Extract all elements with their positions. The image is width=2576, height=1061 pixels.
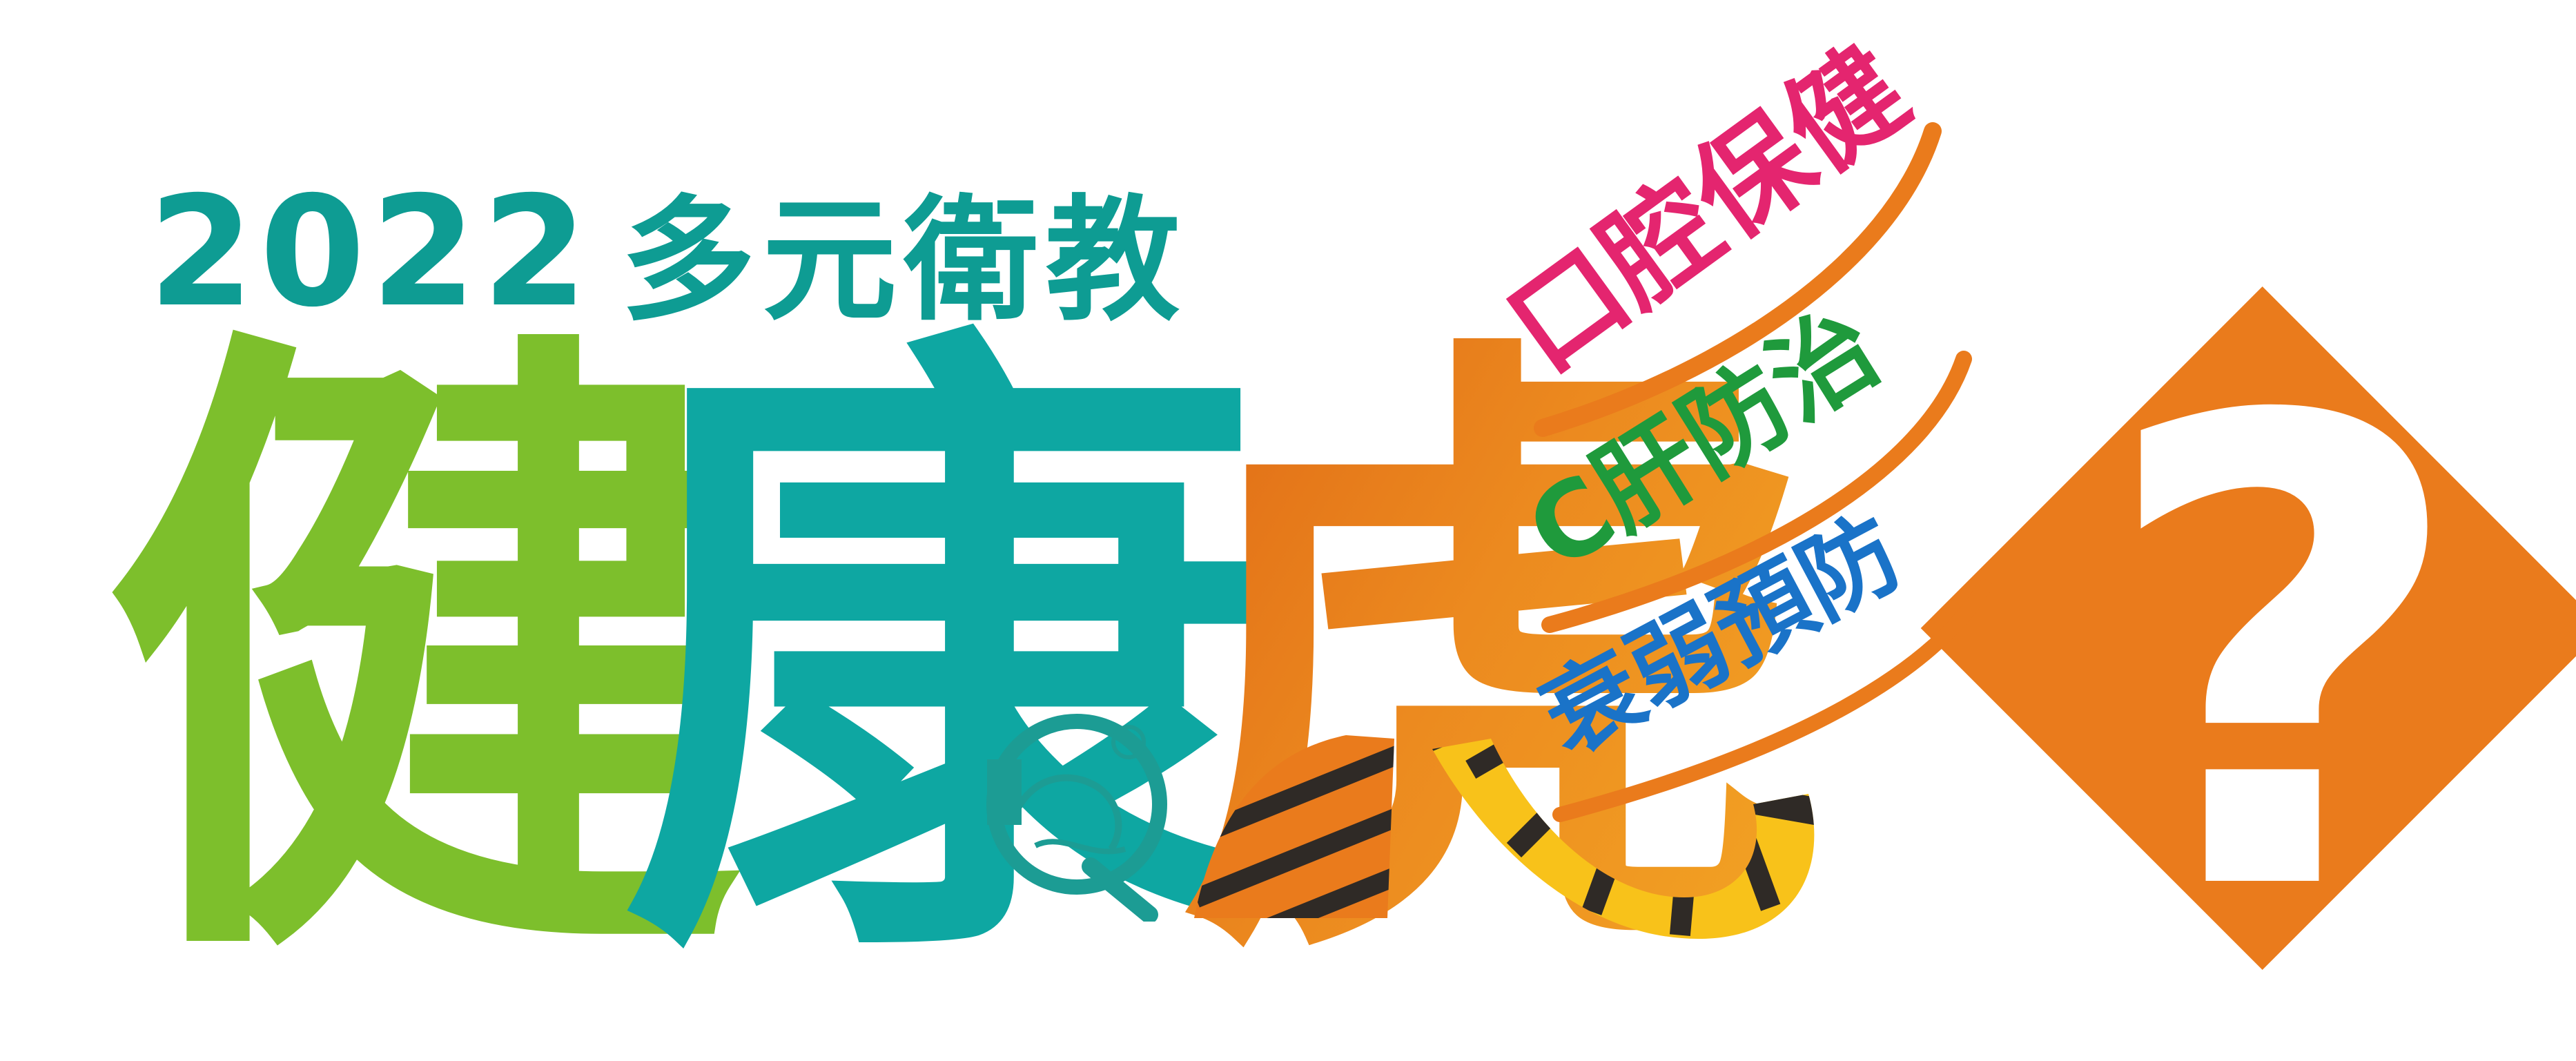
title-char-nian: �button: [1905, 286, 2576, 1033]
header-line: 2022 多元衛教: [148, 148, 1187, 328]
swoosh-3: [1552, 579, 1992, 822]
swoosh-1: [1534, 122, 1942, 437]
title-char-kang: 康: [621, 286, 1263, 1033]
title-char-jian: 健: [104, 286, 745, 1033]
chiayi-dna-logo: [986, 714, 1167, 922]
swoosh-lines: [1534, 122, 1992, 822]
tiger-tail: [1194, 735, 1815, 939]
subtitle-text: 多元衛教: [621, 182, 1187, 339]
year-text: 2022: [148, 164, 594, 340]
swoosh-2: [1541, 351, 1972, 633]
